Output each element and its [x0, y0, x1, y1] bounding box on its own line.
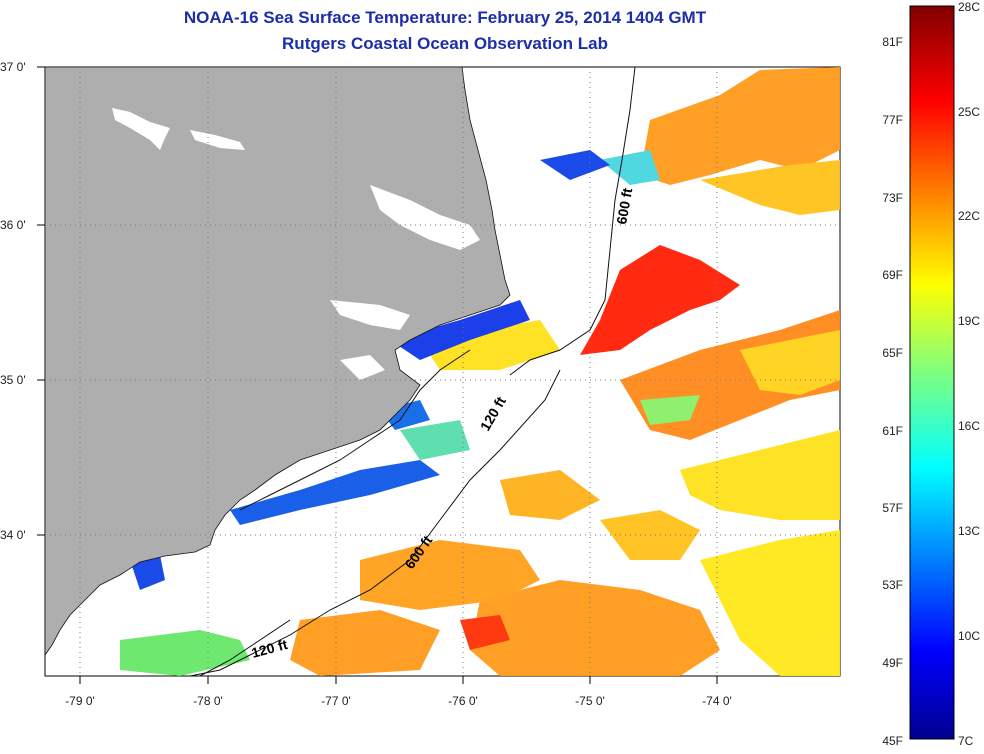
- colorbar-f-labels: 81F 77F 73F 69F 65F 61F 57F 53F 49F 45F: [882, 35, 903, 748]
- inland-water: [112, 108, 480, 380]
- lat-label: 36 0': [0, 218, 26, 232]
- sst-cool-patches: [120, 150, 700, 676]
- lon-label: -76 0': [448, 694, 478, 708]
- lat-label: 37 0': [0, 60, 26, 74]
- colorbar-f-label: 73F: [882, 191, 903, 205]
- lon-label: -77 0': [321, 694, 351, 708]
- colorbar-c-label: 13C: [958, 524, 980, 538]
- colorbar-f-label: 45F: [882, 734, 903, 748]
- colorbar-f-label: 81F: [882, 35, 903, 49]
- sst-warm-patches: [290, 67, 840, 676]
- colorbar-f-label: 61F: [882, 424, 903, 438]
- colorbar-c-label: 10C: [958, 629, 980, 643]
- lon-label: -78 0': [193, 694, 223, 708]
- bathymetry-contours: [189, 67, 636, 676]
- colorbar-f-label: 57F: [882, 501, 903, 515]
- colorbar-c-labels: 28C 25C 22C 19C 16C 13C 10C 7C: [958, 0, 980, 748]
- axis-ticks: [37, 66, 718, 684]
- colorbar-c-label: 16C: [958, 419, 980, 433]
- lon-label: -75 0': [575, 694, 605, 708]
- sst-cold-patches: [130, 150, 610, 590]
- lat-label: 35 0': [0, 373, 26, 387]
- colorbar-f-label: 77F: [882, 113, 903, 127]
- map-title: NOAA-16 Sea Surface Temperature: Februar…: [183, 8, 707, 27]
- colorbar-f-label: 49F: [882, 656, 903, 670]
- colorbar: [909, 5, 955, 740]
- colorbar-c-label: 22C: [958, 209, 980, 223]
- lat-label: 34 0': [0, 528, 26, 542]
- sst-warm-core: [580, 245, 740, 355]
- lon-label: -74 0': [702, 694, 732, 708]
- sst-red-patch: [460, 615, 510, 650]
- contour-label-600ft-north: 600 ft: [613, 186, 635, 225]
- colorbar-c-label: 19C: [958, 314, 980, 328]
- colorbar-f-label: 65F: [882, 346, 903, 360]
- colorbar-f-label: 53F: [882, 578, 903, 592]
- lon-label: -79 0': [65, 694, 95, 708]
- map-subtitle: Rutgers Coastal Ocean Observation Lab: [282, 34, 608, 53]
- colorbar-c-label: 7C: [958, 734, 974, 748]
- colorbar-c-label: 25C: [958, 105, 980, 119]
- colorbar-f-label: 69F: [882, 268, 903, 282]
- colorbar-c-label: 28C: [958, 0, 980, 14]
